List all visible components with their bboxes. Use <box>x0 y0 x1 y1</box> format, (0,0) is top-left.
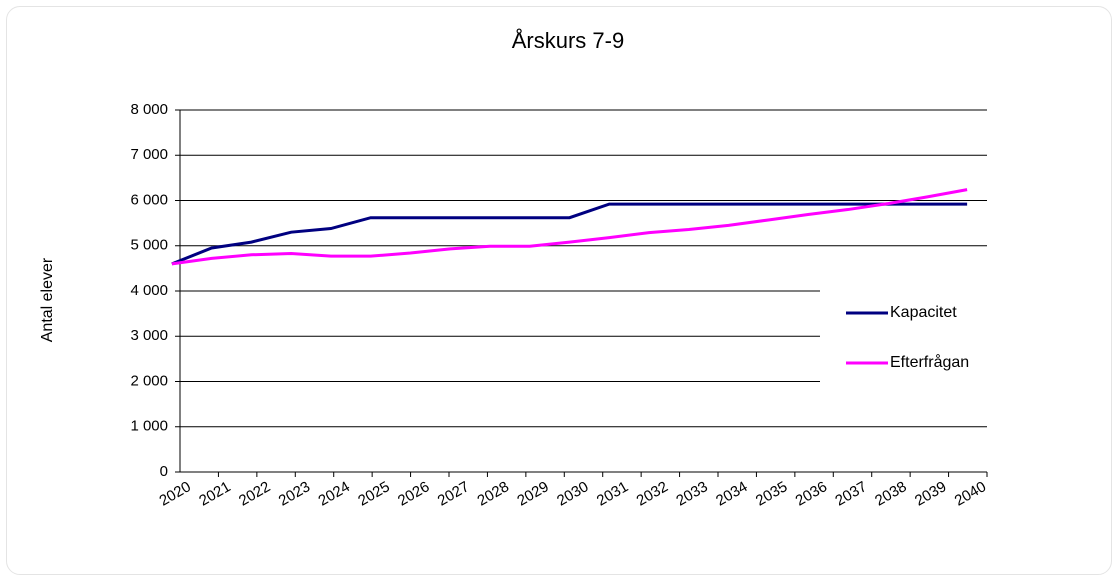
x-tick-label: 2023 <box>276 478 313 509</box>
x-tick-label: 2038 <box>872 478 909 509</box>
y-tick-label: 2 000 <box>130 372 168 389</box>
x-tick-label: 2040 <box>952 478 989 509</box>
x-tick-label: 2027 <box>435 478 472 509</box>
y-tick-label: 6 000 <box>130 191 168 208</box>
y-axis-title: Antal elever <box>39 257 56 342</box>
y-tick-label: 4 000 <box>130 282 168 299</box>
series-line <box>171 202 968 266</box>
x-tick-label: 2036 <box>793 478 830 509</box>
x-tick-label: 2020 <box>156 478 193 509</box>
chart-title: Årskurs 7-9 <box>512 28 624 53</box>
y-tick-label: 8 000 <box>130 101 168 118</box>
x-tick-label: 2035 <box>753 478 790 509</box>
x-tick-label: 2026 <box>395 478 432 509</box>
x-tick-label: 2034 <box>713 478 750 509</box>
legend-label: Kapacitet <box>890 304 957 321</box>
y-tick-label: 0 <box>160 463 168 480</box>
series-line <box>171 188 968 266</box>
x-tick-label: 2022 <box>236 478 273 509</box>
y-tick-label: 3 000 <box>130 327 168 344</box>
x-tick-label: 2033 <box>673 478 710 509</box>
x-tick-label: 2029 <box>514 478 551 509</box>
x-tick-label: 2028 <box>475 478 512 509</box>
y-tick-label: 7 000 <box>130 146 168 163</box>
y-tick-label: 1 000 <box>130 418 168 435</box>
x-tick-label: 2025 <box>355 478 392 509</box>
card <box>6 6 1112 575</box>
x-tick-label: 2037 <box>832 478 869 509</box>
x-tick-label: 2032 <box>634 478 671 509</box>
x-tick-label: 2021 <box>196 478 233 509</box>
legend-label: Efterfrågan <box>890 353 969 371</box>
x-tick-label: 2024 <box>316 478 353 509</box>
legend <box>820 285 1000 395</box>
x-tick-label: 2031 <box>594 478 631 509</box>
x-tick-label: 2030 <box>554 478 591 509</box>
y-tick-label: 5 000 <box>130 237 168 254</box>
x-tick-label: 2039 <box>912 478 949 509</box>
